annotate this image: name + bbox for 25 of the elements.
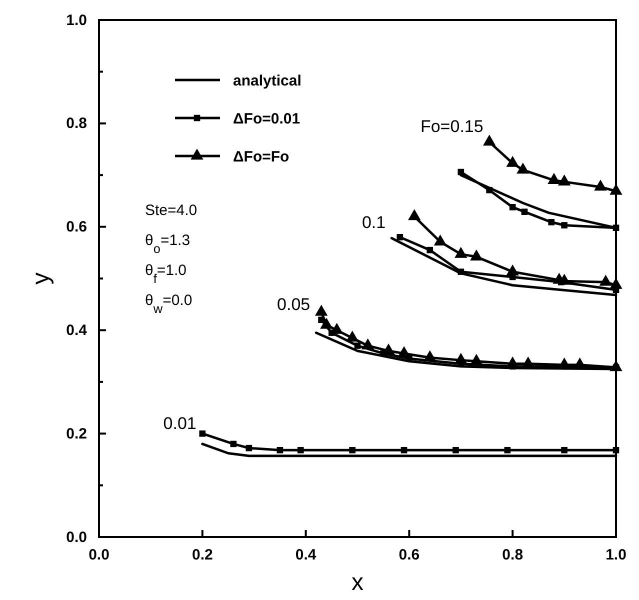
x-tick-label: 1.0 — [606, 546, 626, 564]
x-tick-label: 0.0 — [88, 546, 110, 564]
y-tick-label: 0.0 — [66, 528, 87, 546]
x-axis-title: x — [352, 569, 364, 596]
annotation: Fo=0.15 — [420, 117, 484, 136]
annotation: θ$_{w}$=0.0 — [145, 292, 192, 316]
x-tick-label: 0.2 — [192, 546, 213, 564]
y-tick-label: 0.8 — [66, 115, 87, 132]
y-tick-label: 0.2 — [66, 425, 87, 442]
legend-label: ΔFo=Fo — [233, 148, 290, 166]
y-tick-label: 0.4 — [66, 322, 88, 339]
x-tick-label: 0.6 — [398, 546, 420, 564]
y-tick-label: 1.0 — [66, 12, 87, 29]
x-tick-label: 0.8 — [502, 546, 524, 564]
annotation: Ste=4.0 — [145, 202, 198, 219]
y-axis-title: y — [27, 272, 54, 284]
annotation: 0.05 — [277, 294, 310, 314]
annotation: 0.1 — [362, 213, 386, 232]
annotation: 0.01 — [163, 414, 196, 433]
annotation: θ$_{f}$=1.0 — [145, 262, 187, 286]
legend-label: ΔFo=0.01 — [233, 110, 300, 128]
y-tick-label: 0.6 — [66, 218, 87, 236]
annotation: θ$_{o}$=1.3 — [145, 232, 190, 256]
legend-label: analytical — [233, 72, 302, 90]
x-tick-label: 0.4 — [295, 546, 317, 564]
